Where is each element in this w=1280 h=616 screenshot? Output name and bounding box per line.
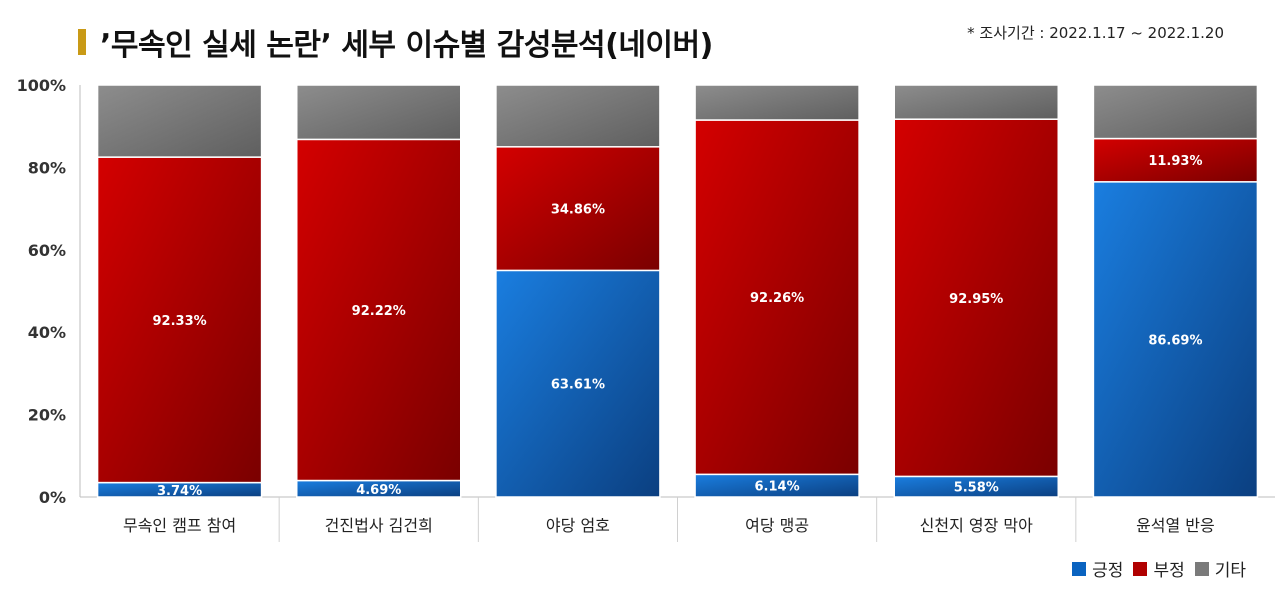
legend-item-negative: 부정 <box>1133 556 1185 581</box>
data-label-negative: 34.86% <box>551 203 605 218</box>
data-label-positive: 6.14% <box>755 480 800 495</box>
x-tick-label: 신천지 영장 막아 <box>920 516 1033 535</box>
bar-segment-other <box>495 84 661 148</box>
bar-segment-negative <box>694 119 860 476</box>
legend-item-positive: 긍정 <box>1072 556 1123 581</box>
bar-segment-positive <box>1092 181 1259 498</box>
bar-segment-other <box>96 84 263 158</box>
data-label-positive: 63.61% <box>551 378 605 393</box>
bar-segment-other <box>694 84 860 121</box>
y-tick-label: 20% <box>28 406 66 425</box>
data-label-positive: 5.58% <box>954 481 999 496</box>
legend-label-other: 기타 <box>1214 561 1246 581</box>
bar-segment-negative <box>495 146 661 272</box>
survey-period: * 조사기간 : 2022.1.17 ~ 2022.1.20 <box>967 24 1224 42</box>
bar-segment-other <box>1092 84 1259 140</box>
x-tick-label: 윤석열 반응 <box>1136 516 1215 535</box>
legend-swatch-other <box>1194 561 1209 576</box>
data-label-negative: 92.26% <box>750 291 804 306</box>
title-marker <box>78 29 86 55</box>
chart-title-block: ’무속인 실세 논란’ 세부 이슈별 감성분석(네이버) <box>78 16 713 68</box>
bar-segment-negative <box>296 138 462 482</box>
x-tick-label: 무속인 캠프 참여 <box>123 516 236 535</box>
data-label-negative: 92.33% <box>153 314 207 329</box>
legend-swatch-positive <box>1072 561 1087 576</box>
x-tick-label: 여당 맹공 <box>745 516 809 535</box>
legend-item-other: 기타 <box>1194 556 1246 581</box>
data-label-positive: 3.74% <box>157 484 202 499</box>
legend: 긍정 부정 기타 <box>1072 556 1246 581</box>
chart-title: ’무속인 실세 논란’ 세부 이슈별 감성분석(네이버) <box>100 28 713 63</box>
bar-segment-other <box>296 84 462 141</box>
x-tick-label: 야당 엄호 <box>546 516 610 535</box>
y-tick-label: 80% <box>28 158 66 177</box>
data-label-positive: 86.69% <box>1148 333 1202 348</box>
legend-swatch-negative <box>1133 561 1148 576</box>
data-label-negative: 92.22% <box>352 304 406 319</box>
x-tick-label: 건진법사 김건희 <box>325 516 433 535</box>
bar-segment-negative <box>1092 137 1259 183</box>
bar-segment-negative <box>893 118 1059 478</box>
legend-label-positive: 긍정 <box>1092 561 1124 581</box>
data-label-positive: 4.69% <box>356 483 401 498</box>
bar-segment-other <box>893 84 1059 120</box>
data-label-negative: 92.95% <box>949 292 1003 307</box>
y-tick-label: 40% <box>28 323 66 342</box>
data-label-negative: 11.93% <box>1148 154 1202 169</box>
y-tick-label: 0% <box>39 488 66 507</box>
y-tick-label: 60% <box>28 241 66 260</box>
y-tick-label: 100% <box>17 76 66 95</box>
bar-segment-positive <box>495 269 661 498</box>
legend-label-negative: 부정 <box>1153 561 1185 581</box>
